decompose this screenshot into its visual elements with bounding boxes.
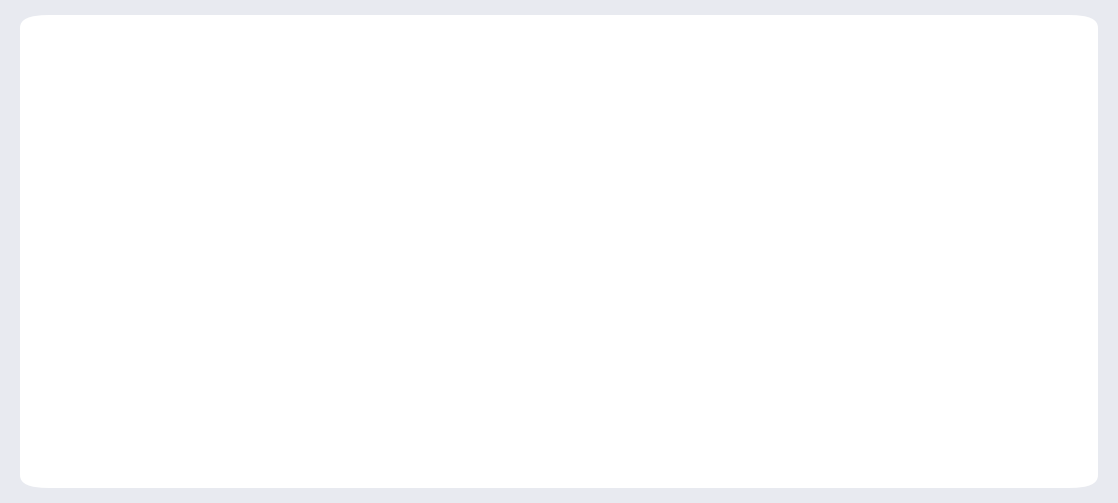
Circle shape: [54, 378, 82, 406]
Text: Four resistances having value 'R' are connected in parallel combination. Which o: Four resistances having value 'R' are co…: [58, 58, 991, 81]
Text: Voltage drop across the resistances will vary as per the value of R.: Voltage drop across the resistances will…: [108, 452, 851, 472]
Text: Every resistance will have the different amount of current flowing through it: Every resistance will have the different…: [108, 310, 958, 330]
Text: the following statement is true for the circuit.: the following statement is true for the …: [58, 100, 579, 123]
Circle shape: [54, 306, 82, 334]
Circle shape: [54, 448, 82, 476]
Text: the equivalent resistance will always be greater than R: the equivalent resistance will always be…: [108, 382, 722, 402]
Text: the equivalent resistance can never be greater than R: the equivalent resistance can never be g…: [108, 238, 712, 258]
Circle shape: [54, 234, 82, 262]
